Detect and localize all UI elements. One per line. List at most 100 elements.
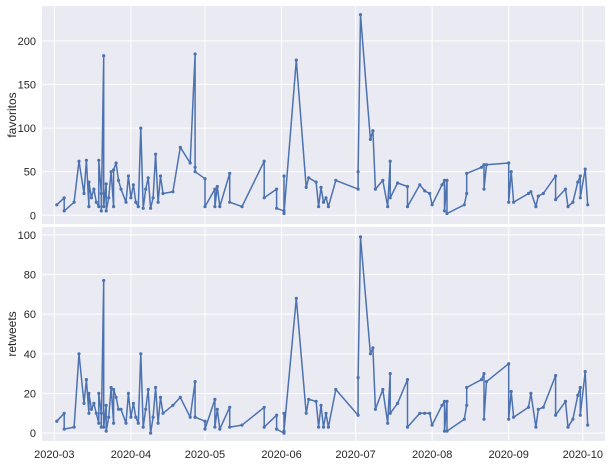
data-point — [578, 413, 582, 417]
data-point — [442, 209, 447, 213]
data-point — [102, 205, 106, 209]
data-point — [99, 209, 103, 213]
data-point — [536, 194, 540, 198]
data-point — [507, 417, 511, 421]
y-tick-label: 100 — [18, 230, 36, 242]
data-point — [484, 163, 489, 167]
data-point — [317, 205, 321, 209]
data-point — [304, 185, 308, 189]
data-point — [275, 427, 279, 431]
data-point — [576, 180, 580, 184]
x-tick-label: 2020-05 — [185, 449, 225, 461]
data-point — [97, 421, 101, 425]
y-tick-label: 200 — [18, 36, 36, 48]
data-point — [571, 417, 575, 421]
data-point — [294, 296, 298, 300]
data-point — [129, 415, 133, 419]
data-point — [99, 191, 103, 196]
data-point — [228, 425, 232, 429]
data-point — [304, 411, 308, 415]
data-point — [445, 429, 449, 433]
data-point — [82, 191, 86, 196]
data-point — [134, 415, 138, 419]
data-point — [509, 170, 513, 174]
data-point — [119, 187, 123, 191]
data-point — [423, 189, 427, 193]
data-point — [144, 187, 148, 191]
data-point — [124, 200, 128, 204]
data-point — [482, 372, 486, 376]
data-point — [156, 421, 160, 425]
data-point — [161, 191, 165, 196]
data-point — [314, 180, 318, 184]
data-point — [526, 191, 531, 196]
data-point — [203, 427, 207, 431]
series-line — [56, 236, 589, 434]
data-point — [484, 380, 489, 384]
data-point — [87, 411, 91, 415]
data-point — [97, 158, 101, 162]
data-point — [124, 421, 128, 425]
data-point — [262, 159, 266, 163]
data-point — [356, 187, 360, 191]
data-point — [571, 200, 575, 204]
y-tick-label: 40 — [24, 349, 36, 361]
data-point — [203, 177, 207, 181]
data-point — [275, 187, 279, 191]
data-point — [213, 205, 217, 209]
data-point — [440, 183, 444, 187]
data-point — [55, 203, 59, 207]
data-point — [193, 380, 197, 384]
data-point — [112, 205, 116, 209]
data-point — [442, 178, 447, 182]
data-point — [529, 391, 533, 395]
data-point — [104, 403, 108, 407]
data-point — [87, 205, 91, 209]
data-point — [62, 411, 66, 415]
data-point — [445, 211, 449, 216]
data-point — [418, 183, 422, 187]
data-point — [324, 196, 328, 200]
data-point — [529, 190, 533, 194]
data-point — [89, 196, 93, 200]
data-point — [116, 407, 121, 411]
data-point — [104, 429, 108, 433]
data-point — [405, 425, 410, 429]
data-point — [213, 397, 217, 401]
data-point — [465, 385, 469, 390]
data-point — [156, 200, 160, 204]
data-point — [482, 163, 486, 167]
x-tick-label: 2020-03 — [34, 449, 74, 461]
data-point — [275, 206, 279, 210]
data-point — [334, 178, 338, 182]
data-point — [462, 203, 466, 207]
data-point — [462, 417, 466, 421]
data-point — [146, 387, 150, 392]
data-point — [228, 171, 232, 175]
data-point — [282, 209, 286, 213]
data-point — [146, 176, 150, 180]
data-point — [228, 405, 232, 409]
data-point — [154, 152, 158, 156]
data-point — [193, 170, 197, 174]
x-tick-label: 2020-04 — [111, 449, 151, 461]
data-point — [507, 161, 511, 165]
data-point — [114, 395, 118, 399]
data-point — [109, 170, 113, 174]
data-point — [307, 176, 311, 180]
data-point — [583, 370, 587, 374]
data-point — [554, 174, 558, 178]
data-point — [368, 352, 372, 356]
data-point — [541, 191, 545, 196]
x-tick-label: 2020-09 — [489, 449, 529, 461]
data-point — [386, 205, 390, 209]
plot-area — [42, 227, 605, 441]
data-point — [578, 385, 582, 390]
data-point — [294, 58, 298, 62]
data-point — [131, 401, 135, 405]
data-point — [55, 419, 59, 423]
data-point — [418, 411, 422, 415]
data-point — [203, 205, 207, 209]
data-point — [161, 411, 165, 415]
